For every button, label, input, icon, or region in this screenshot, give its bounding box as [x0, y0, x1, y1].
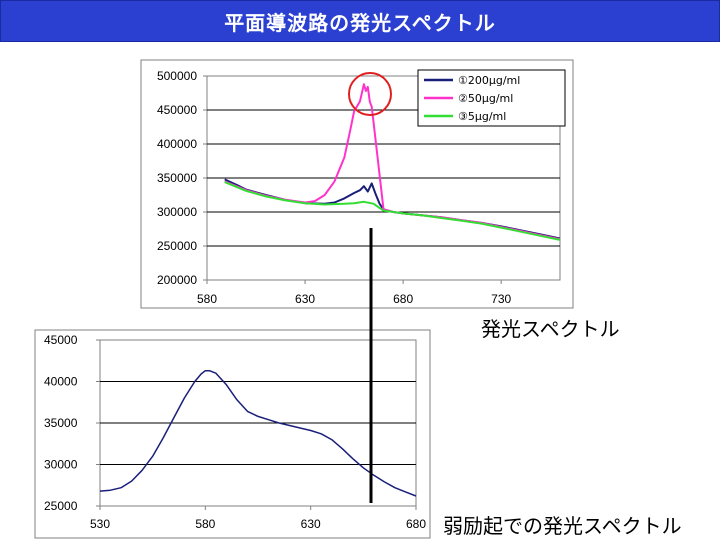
bottom-chart-y-tick-label: 45000 — [44, 333, 78, 347]
bottom-chart-y-tick-label: 25000 — [44, 499, 78, 513]
bottom-chart-x-tick-label: 680 — [406, 517, 426, 531]
legend-label-200: ①200μg/ml — [458, 74, 520, 87]
top-chart-x-tick-label: 580 — [197, 292, 217, 306]
bottom-chart-y-ticks: 45000 40000 35000 30000 25000 — [44, 333, 100, 513]
top-chart-y-tick-label: 350000 — [157, 171, 197, 185]
slide-title: 平面導波路の発光スペクトル — [0, 0, 720, 42]
top-chart-y-tick-label: 500000 — [157, 69, 197, 83]
caption-emission-spectrum: 発光スペクトル — [481, 317, 620, 341]
top-chart-x-tick-label: 680 — [393, 292, 413, 306]
top-chart-series — [224, 83, 561, 241]
top-chart-y-tick-label: 200000 — [157, 273, 197, 287]
top-chart-y-tick-label: 400000 — [157, 137, 197, 151]
top-chart-y-tick-label: 250000 — [157, 239, 197, 253]
caption-weak-excitation-spectrum: 弱励起での発光スペクトル — [443, 514, 682, 538]
top-chart-x-tick-label: 730 — [491, 292, 511, 306]
top-chart-x-tick-label: 630 — [295, 292, 315, 306]
top-chart-y-ticks: 500000 450000 400000 350000 300000 250000 2000… — [157, 69, 207, 287]
top-chart-y-tick-label: 300000 — [157, 205, 197, 219]
bottom-chart-y-tick-label: 40000 — [44, 375, 78, 389]
bottom-chart-x-tick-label: 530 — [90, 517, 110, 531]
bottom-chart-series — [99, 369, 417, 497]
bottom-chart-y-tick-label: 35000 — [44, 416, 78, 430]
bottom-chart-x-ticks: 530 580 630 680 — [90, 506, 426, 531]
bottom-chart-grid — [100, 381, 416, 465]
bottom-chart-series-line-0 — [99, 369, 417, 497]
bottom-chart-x-tick-label: 580 — [195, 517, 215, 531]
top-chart-x-ticks: 580 630 680 730 — [197, 280, 511, 306]
top-chart-series-line-2 — [224, 181, 561, 241]
legend-label-50: ②50μg/ml — [458, 92, 513, 105]
bottom-chart-y-tick-label: 30000 — [44, 458, 78, 472]
legend-label-5: ③5μg/ml — [458, 110, 506, 123]
bottom-chart-x-tick-label: 630 — [301, 517, 321, 531]
peak-highlight-circle — [348, 72, 392, 116]
top-chart-y-tick-label: 450000 — [157, 103, 197, 117]
top-chart-legend: ①200μg/ml ②50μg/ml ③5μg/ml — [417, 69, 566, 127]
